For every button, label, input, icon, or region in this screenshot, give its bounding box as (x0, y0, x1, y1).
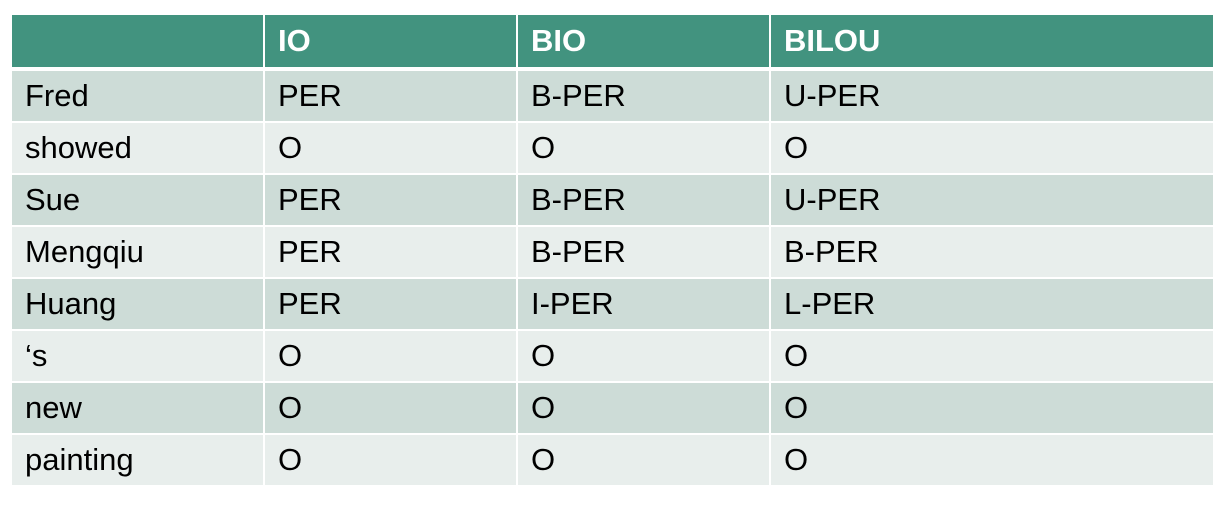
table-row: Sue PER B-PER U-PER (10, 173, 1215, 227)
bilou-cell: U-PER (769, 68, 1215, 123)
token-cell: showed (10, 121, 265, 175)
io-cell: PER (263, 277, 518, 331)
bilou-cell: U-PER (769, 173, 1215, 227)
header-cell-bilou: BILOU (769, 13, 1215, 71)
table-row: Mengqiu PER B-PER B-PER (10, 225, 1215, 279)
table-row: showed O O O (10, 121, 1215, 175)
bilou-cell: L-PER (769, 277, 1215, 331)
table-row: new O O O (10, 381, 1215, 435)
io-cell: O (263, 433, 518, 487)
header-cell-token (10, 13, 265, 71)
io-cell: O (263, 381, 518, 435)
table-row: Huang PER I-PER L-PER (10, 277, 1215, 331)
token-cell: Mengqiu (10, 225, 265, 279)
io-cell: PER (263, 68, 518, 123)
table-row: ‘s O O O (10, 329, 1215, 383)
bio-cell: B-PER (516, 173, 771, 227)
token-cell: painting (10, 433, 265, 487)
bio-cell: I-PER (516, 277, 771, 331)
bilou-cell: O (769, 433, 1215, 487)
table-body: Fred PER B-PER U-PER showed O O O Sue PE… (10, 68, 1215, 487)
bilou-cell: O (769, 329, 1215, 383)
bilou-cell: O (769, 381, 1215, 435)
token-cell: ‘s (10, 329, 265, 383)
header-cell-bio: BIO (516, 13, 771, 71)
table-header: IO BIO BILOU (10, 13, 1215, 71)
header-row: IO BIO BILOU (10, 13, 1215, 71)
io-cell: O (263, 329, 518, 383)
token-cell: Fred (10, 68, 265, 123)
header-cell-io: IO (263, 13, 518, 71)
bilou-cell: O (769, 121, 1215, 175)
tagging-scheme-table: IO BIO BILOU Fred PER B-PER U-PER showed… (10, 13, 1215, 487)
table-row: painting O O O (10, 433, 1215, 487)
token-cell: new (10, 381, 265, 435)
bilou-cell: B-PER (769, 225, 1215, 279)
table-row: Fred PER B-PER U-PER (10, 68, 1215, 123)
bio-cell: O (516, 381, 771, 435)
bio-cell: O (516, 329, 771, 383)
io-cell: PER (263, 173, 518, 227)
bio-cell: O (516, 433, 771, 487)
io-cell: O (263, 121, 518, 175)
bio-cell: B-PER (516, 68, 771, 123)
io-cell: PER (263, 225, 518, 279)
bio-cell: B-PER (516, 225, 771, 279)
token-cell: Sue (10, 173, 265, 227)
bio-cell: O (516, 121, 771, 175)
token-cell: Huang (10, 277, 265, 331)
